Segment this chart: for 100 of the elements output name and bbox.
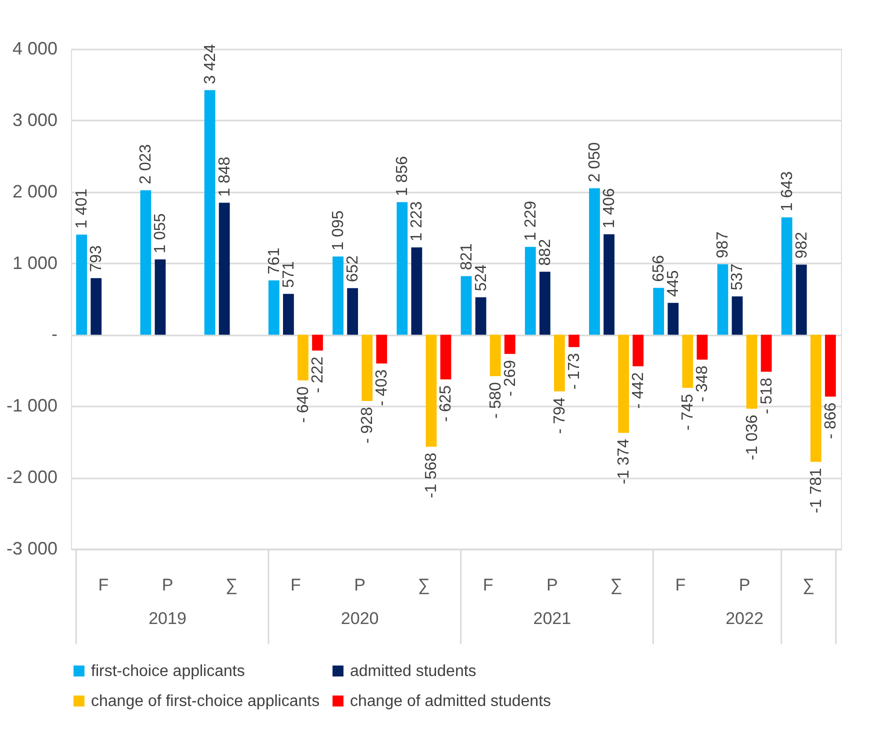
- y-tick-label: -2 000: [6, 467, 58, 488]
- data-label: - 928: [359, 406, 376, 444]
- data-label: 982: [793, 232, 810, 259]
- bar: [490, 334, 501, 376]
- data-label: -1 568: [423, 452, 440, 498]
- bar: [396, 202, 408, 335]
- x-tick-label: P: [546, 576, 558, 594]
- data-label: - 348: [694, 365, 712, 402]
- bar: [332, 256, 344, 335]
- data-label: -1 374: [616, 438, 633, 484]
- bar: [568, 334, 580, 348]
- x-tick-label: ∑: [418, 576, 430, 594]
- bar: [810, 334, 822, 462]
- bar: [632, 334, 644, 366]
- x-tick-label: P: [162, 576, 174, 594]
- data-label: 987: [714, 231, 732, 258]
- data-label: 1 856: [394, 156, 412, 196]
- bar: [668, 302, 679, 335]
- bar: [312, 334, 323, 351]
- y-tick-label: 4 000: [12, 38, 58, 58]
- bar: [746, 334, 758, 409]
- bar: [554, 334, 565, 392]
- bar: [90, 278, 102, 335]
- data-label: 793: [88, 245, 106, 272]
- bar: [589, 188, 600, 335]
- x-tick-label: P: [738, 576, 750, 594]
- y-tick-label: 2 000: [12, 181, 58, 202]
- data-label: - 269: [502, 360, 519, 396]
- bar: [696, 334, 708, 360]
- data-label: 3 424: [202, 44, 219, 84]
- y-tick-label: -3 000: [6, 538, 58, 558]
- data-label: 1 223: [408, 201, 426, 242]
- y-tick-label: -: [52, 324, 58, 344]
- data-label: 821: [458, 243, 476, 270]
- text: 2020: [340, 609, 379, 628]
- bar: [204, 90, 216, 335]
- data-label: 445: [665, 270, 682, 297]
- y-tick-label: 3 000: [12, 110, 58, 130]
- data-label: 882: [536, 238, 554, 266]
- data-label: - 222: [310, 356, 327, 394]
- data-label: - 625: [438, 385, 455, 422]
- data-label: 656: [650, 255, 668, 282]
- x-tick-label: ∑: [610, 576, 622, 594]
- x-tick-label: F: [290, 576, 301, 594]
- data-label: 1 095: [330, 210, 348, 250]
- data-label: -1 036: [744, 414, 761, 460]
- bar: [376, 334, 388, 364]
- bar: [732, 296, 743, 335]
- data-label: 2 050: [586, 142, 604, 182]
- bar: [140, 190, 152, 335]
- bar: [460, 276, 472, 335]
- data-label: 537: [729, 264, 746, 290]
- bar: [268, 280, 280, 335]
- text: 2021: [533, 609, 572, 628]
- bar: [440, 334, 452, 380]
- data-label: 1 401: [74, 188, 91, 229]
- bar: [539, 272, 550, 335]
- bar: [760, 334, 772, 372]
- x-tick-label: P: [354, 576, 366, 594]
- bar: [411, 247, 422, 335]
- bar: [524, 246, 536, 335]
- bar: [347, 288, 358, 335]
- y-tick-label: -1 000: [6, 396, 58, 416]
- bar: [298, 334, 308, 380]
- data-label: - 173: [566, 352, 583, 390]
- x-tick-label: F: [482, 576, 494, 594]
- data-label: - 866: [822, 402, 840, 440]
- data-label: - 403: [374, 369, 391, 406]
- bar: [796, 264, 807, 335]
- bar: [717, 264, 728, 335]
- data-label: - 745: [680, 394, 697, 430]
- x-tick-label: F: [675, 576, 686, 594]
- bar: [604, 234, 614, 335]
- bar: [504, 334, 516, 354]
- x-tick-label: F: [98, 576, 109, 594]
- bar: [76, 234, 88, 335]
- bar: [154, 259, 166, 335]
- data-label: 1 406: [601, 188, 618, 228]
- text: 2022: [726, 609, 764, 628]
- data-label: 1 643: [778, 171, 796, 212]
- legend-label: change of admitted students: [350, 693, 552, 710]
- data-label: 524: [472, 264, 490, 292]
- data-label: - 794: [551, 397, 568, 434]
- data-label: 571: [280, 261, 298, 288]
- bar: [653, 288, 664, 335]
- legend-label: admitted students: [350, 663, 476, 680]
- data-label: 1 055: [152, 213, 170, 254]
- bar: [824, 334, 836, 397]
- x-tick-label: ∑: [226, 576, 238, 594]
- bar: [781, 217, 792, 335]
- y-tick-label: 1 000: [12, 252, 58, 273]
- text: 2019: [148, 609, 186, 628]
- bar: [618, 334, 629, 433]
- legend-label: first-choice applicants: [91, 663, 245, 680]
- data-label: 2 023: [138, 144, 155, 184]
- data-label: - 442: [630, 372, 648, 409]
- data-label: 1 848: [216, 156, 234, 197]
- data-label: - 518: [758, 378, 776, 414]
- bar: [682, 334, 694, 388]
- data-label: 652: [344, 255, 362, 282]
